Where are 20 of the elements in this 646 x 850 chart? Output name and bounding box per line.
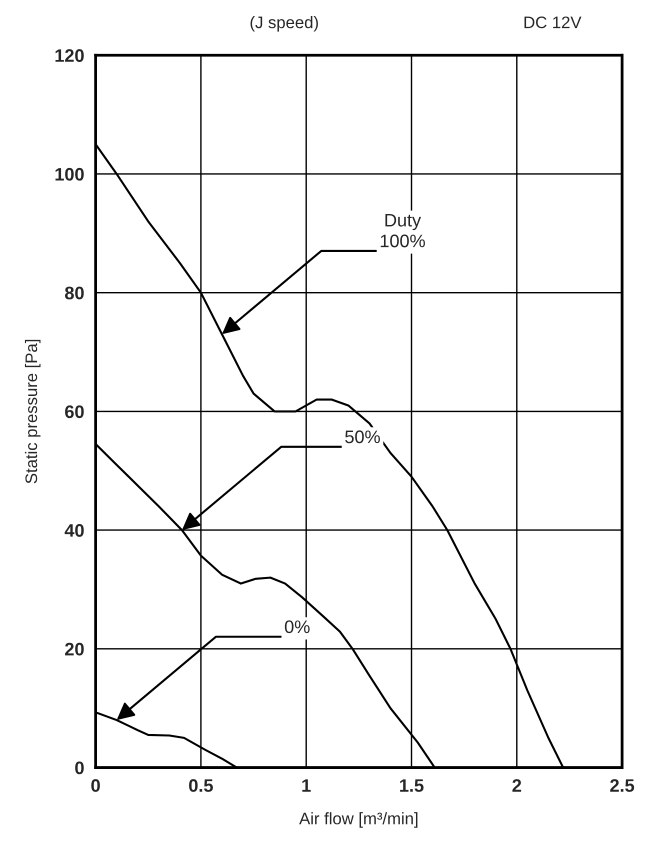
y-tick-label: 0 [75,761,84,774]
y-tick-label: 60 [65,405,84,418]
x-tick-label: 0 [91,779,100,792]
x-tick-label: 1.5 [400,779,424,792]
chart-subtitle: DC 12V [524,16,582,28]
x-tick-label: 1 [302,779,311,792]
y-tick-label: 100 [56,168,84,181]
x-tick-label: 2.5 [610,779,634,792]
x-tick-label: 0.5 [189,779,213,792]
y-tick-label: 40 [64,524,84,537]
y-tick-label: 120 [56,49,84,62]
y-tick-label: 20 [65,642,84,656]
x-axis-title: Air flow [m³/min] [299,812,418,828]
annotation: Duty 100% [380,214,425,248]
y-tick-label: 80 [64,286,84,300]
chart-title: (J speed) [250,16,318,32]
annotation: 50% [345,430,380,444]
annotation: 0% [284,620,310,634]
y-axis-title: Static pressure [Pa] [24,340,40,484]
x-tick-label: 2 [512,779,522,792]
